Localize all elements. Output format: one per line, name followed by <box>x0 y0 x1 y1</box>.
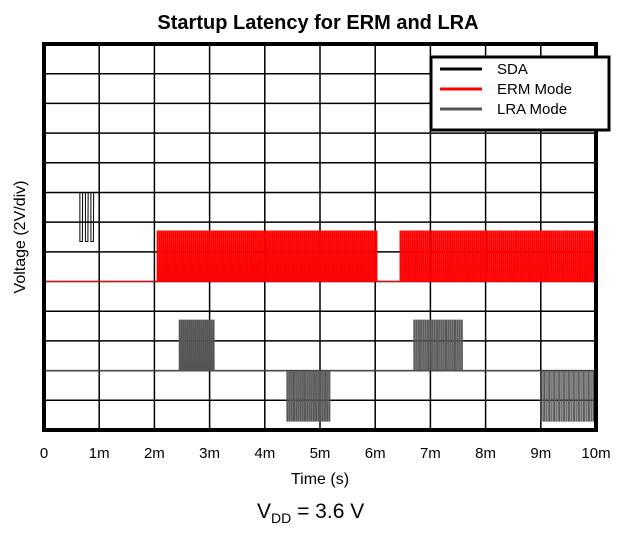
x-tick-label: 1m <box>89 445 110 462</box>
traces <box>44 191 596 422</box>
x-tick-label: 6m <box>365 445 386 462</box>
vdd-note: VDD = 3.6 V <box>257 500 364 526</box>
x-tick-label: 9m <box>530 445 551 462</box>
x-tick-label: 7m <box>420 445 441 462</box>
trace-path <box>44 191 596 242</box>
x-tick-label: 3m <box>199 445 220 462</box>
y-axis-label: Voltage (2V/div) <box>12 181 29 294</box>
legend-label: LRA Mode <box>497 101 567 118</box>
x-tick-label: 10m <box>581 445 610 462</box>
trace-path <box>44 319 596 422</box>
chart-title: Startup Latency for ERM and LRA <box>157 12 478 34</box>
legend-label: ERM Mode <box>497 81 572 98</box>
x-tick-label: 8m <box>475 445 496 462</box>
x-axis-label: Time (s) <box>291 471 349 488</box>
x-tick-label: 2m <box>144 445 165 462</box>
x-tick-label: 5m <box>310 445 331 462</box>
legend: SDA ERM Mode LRA Mode <box>429 55 611 132</box>
x-tick-label: 0 <box>40 445 48 462</box>
series-sda <box>44 191 596 242</box>
trace-path <box>44 230 596 283</box>
plot-frame <box>42 42 598 432</box>
series-erm-mode <box>44 230 596 283</box>
series-lra-mode <box>44 319 596 422</box>
x-tick-labels: 0 1m 2m 3m 4m 5m 6m 7m 8m 9m 10m <box>40 445 611 462</box>
legend-label: SDA <box>497 61 528 78</box>
x-tick-label: 4m <box>254 445 275 462</box>
